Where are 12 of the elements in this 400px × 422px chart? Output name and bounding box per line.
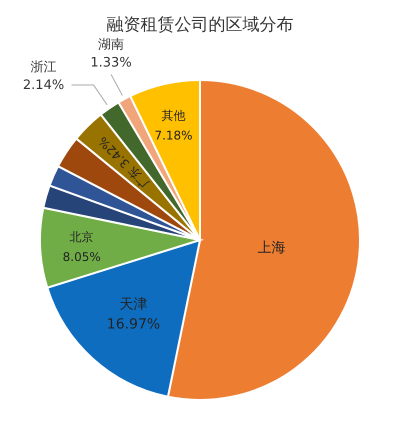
slice-label: 天津 bbox=[119, 296, 148, 313]
data-label: 16.97% bbox=[106, 316, 160, 333]
slice-label: 湖南 bbox=[98, 37, 124, 52]
data-label: 7.18% bbox=[154, 128, 193, 143]
slice-label: 浙江 bbox=[30, 60, 57, 76]
data-label: 8.05% bbox=[62, 250, 101, 264]
data-label: 2.14% bbox=[22, 78, 64, 94]
slice-label: 北京 bbox=[70, 230, 94, 244]
slice-label: 上海 bbox=[258, 240, 286, 256]
data-label: 1.33% bbox=[90, 55, 132, 70]
slice-label: 其他 bbox=[162, 108, 186, 123]
chart-title: 融资租赁公司的区域分布 bbox=[106, 15, 294, 35]
